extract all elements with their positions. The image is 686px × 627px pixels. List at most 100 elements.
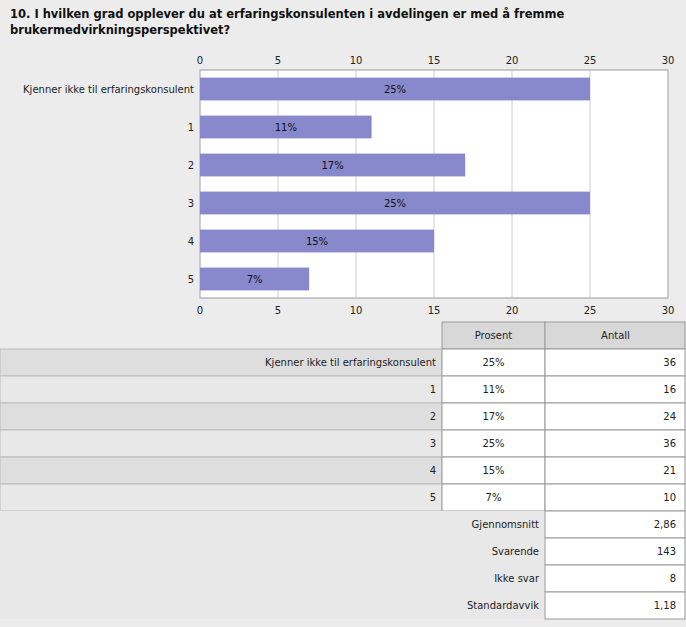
table: Prosent Antall Kjenner ikke til erfaringsk… [0,322,685,619]
table-cell [545,511,685,538]
table-stat-value: 2,86 [654,519,676,530]
bar [200,154,465,177]
x-tick-label: 15 [428,305,441,316]
table-percent: 11% [482,384,504,395]
grid-line [512,70,513,298]
bar [200,192,590,215]
x-tick-label-top: 10 [350,55,363,66]
table-label-cell [0,430,442,457]
bar [200,268,309,291]
table-stat-label: Svarende [492,546,539,557]
table-cell [442,349,545,376]
x-tick-label-top: 25 [584,55,597,66]
plot-area [200,70,668,298]
table-count: 24 [663,411,676,422]
title: 10. I hvilken grad opplever du at erfari… [10,7,564,37]
x-tick-label: 0 [197,305,203,316]
table-stat-value: 8 [670,573,676,584]
x-tick-label: 25 [584,305,597,316]
table-header-cell [442,322,545,349]
table-cell [545,484,685,511]
table-percent: 25% [482,357,504,368]
table-cell [545,403,685,430]
table-cell [442,376,545,403]
table-cell [545,457,685,484]
y-tick-label: 3 [188,198,194,209]
bar [200,78,590,101]
table-header-cell [545,322,685,349]
table-cell [545,565,685,592]
table-label-cell [0,376,442,403]
table-percent: 25% [482,438,504,449]
x-tick-label: 20 [506,305,519,316]
table-cell [442,403,545,430]
y-tick-label: Kjenner ikke til erfaringskonsulent [23,84,194,95]
table-cell [545,349,685,376]
table-row-label: 5 [430,492,436,503]
title-line: brukermedvirkningsperspektivet? [10,23,230,37]
table-stat-label: Ikke svar [494,573,540,584]
chart: 10. I hvilken grad opplever du at erfari… [0,0,686,627]
table-cell [545,538,685,565]
table-percent: 17% [482,411,504,422]
data-label: 25% [384,198,406,209]
data-label: 7% [247,274,263,285]
table-cell [442,484,545,511]
grid-line [668,70,669,298]
table-row-label: Kjenner ikke til erfaringskonsulent [265,357,436,368]
grid-line [590,70,591,298]
grid-line [434,70,435,298]
grid-line [200,70,201,298]
table-stat-label-area [0,538,545,565]
data-label: 11% [275,122,297,133]
y-tick-label: 1 [188,122,194,133]
table-count: 36 [663,438,676,449]
table-cell [545,376,685,403]
title-line: 10. I hvilken grad opplever du at erfari… [10,7,564,21]
table-row-label: 2 [430,411,436,422]
table-row-label: 1 [430,384,436,395]
table-stat-label: Gjennomsnitt [472,519,539,530]
table-label-cell [0,457,442,484]
table-header: Antall [601,330,630,341]
table-stat-label: Standardavvik [467,600,539,611]
table-cell [545,430,685,457]
table-label-cell [0,403,442,430]
table-label-cell [0,484,442,511]
grid-line [356,70,357,298]
x-tick-label: 5 [275,305,281,316]
table-stat-value: 143 [657,546,676,557]
x-tick-label-top: 15 [428,55,441,66]
table-stat-value: 1,18 [654,600,676,611]
x-tick-label-top: 5 [275,55,281,66]
data-label: 17% [321,160,343,171]
table-count: 10 [663,492,676,503]
data-label: 25% [384,84,406,95]
x-tick-label-top: 0 [197,55,203,66]
data-label: 15% [306,236,328,247]
table-percent: 15% [482,465,504,476]
y-tick-label: 5 [188,274,194,285]
x-tick-label-top: 30 [662,55,675,66]
table-count: 21 [663,465,676,476]
x-tick-label: 10 [350,305,363,316]
grid-line [278,70,279,298]
table-header: Prosent [475,330,513,341]
x-tick-label-top: 20 [506,55,519,66]
y-tick-label: 2 [188,160,194,171]
table-cell [442,430,545,457]
table-count: 16 [663,384,676,395]
bars [200,78,590,291]
x-tick-label: 30 [662,305,675,316]
table-cell [545,592,685,619]
y-tick-label: 4 [188,236,194,247]
table-stat-label-area [0,592,545,619]
table-row-label: 4 [430,465,436,476]
background [0,0,686,627]
table-percent: 7% [486,492,502,503]
table-stat-label-area [0,565,545,592]
table-row-label: 3 [430,438,436,449]
table-label-cell [0,349,442,376]
table-stat-label-area [0,511,545,538]
table-cell [442,457,545,484]
